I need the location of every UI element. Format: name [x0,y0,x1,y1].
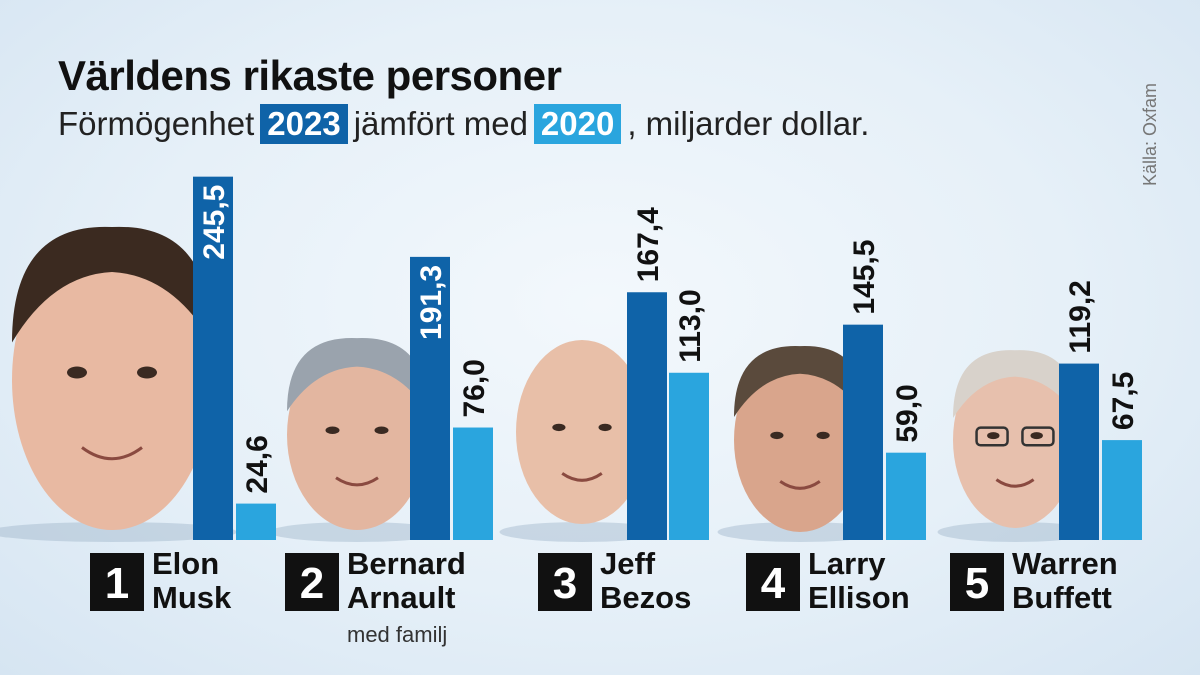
portrait-shadow [269,522,445,542]
face-shape [734,348,866,532]
bar-2023-4 [843,324,883,540]
face-shape [12,230,212,530]
eye-left [770,431,784,440]
person-first-name: Jeff [600,546,656,581]
portrait-4 [717,346,883,542]
bar-2023-3 [627,292,667,540]
mouth [561,472,603,482]
subtitle-suffix: , miljarder dollar. [627,105,870,142]
page-title: Världens rikaste personer [58,52,562,99]
person-first-name: Bernard [347,546,466,581]
eye-left [987,432,1000,440]
rank-number: 2 [300,559,324,608]
subtitle-middle: jämfört med [353,105,528,142]
face-shape [516,340,648,524]
bar-2020-1 [236,503,276,540]
rank-number: 5 [965,559,989,608]
person-last-name: Musk [152,580,232,615]
eye-right [1030,432,1043,440]
face-shape [287,340,427,530]
mouth [995,478,1035,488]
bar-2020-4-label: 59,0 [891,384,924,442]
bar-2020-3-label: 113,0 [674,289,707,362]
hair-shape [287,337,427,412]
bar-2020-2 [453,427,493,540]
bar-2023-1 [193,176,233,540]
bar-2023-2 [410,256,450,540]
person-first-name: Larry [808,546,886,581]
hair-shape [734,346,866,417]
person-first-name: Warren [1012,546,1118,581]
bar-2023-4-label: 145,5 [848,240,881,315]
subtitle-prefix: Förmögenhet [58,105,255,142]
person-last-name: Arnault [347,580,456,615]
eye-right [816,431,830,440]
bar-2023-5-label: 119,2 [1064,280,1097,353]
eye-left [67,366,87,379]
bar-2020-1-label: 24,6 [241,435,274,493]
hair-shape [953,350,1077,418]
rank-box-1 [90,553,144,611]
eye-right [137,366,157,379]
portrait-shadow [499,522,665,542]
rank-number: 1 [105,559,129,608]
bar-2023-5 [1059,363,1099,540]
rank-number: 4 [761,559,786,608]
bar-2020-3 [669,372,709,540]
face-shape [953,352,1077,528]
hair-shape [12,226,212,343]
portrait-1 [0,226,237,542]
eye-right [374,426,389,435]
portrait-shadow [0,522,237,542]
person-last-name: Bezos [600,580,691,615]
rank-box-3 [538,553,592,611]
bar-2023-2-label: 191,3 [415,265,448,340]
mouth [81,446,143,461]
person-last-name: Buffett [1012,580,1112,615]
rank-box-2 [285,553,339,611]
glasses-right [1021,426,1055,447]
portrait-shadow [937,522,1093,542]
mouth [779,480,821,490]
person-first-name: Elon [152,546,219,581]
person-note: med familj [347,622,447,647]
rank-number: 3 [553,559,577,608]
legend-2023-chip: 2023 [260,104,348,144]
rank-box-4 [746,553,800,611]
subtitle: Förmögenhet 2023 jämfört med 2020 , milj… [58,104,869,144]
portrait-5 [937,350,1093,542]
eye-left [325,426,340,435]
glasses-left [975,426,1009,447]
bar-2020-4 [886,452,926,540]
bar-2020-5 [1102,440,1142,540]
person-last-name: Ellison [808,580,910,615]
eye-right [598,423,612,432]
portrait-2 [269,337,445,542]
mouth [335,476,379,487]
bar-2020-5-label: 67,5 [1107,372,1140,430]
bar-2023-3-label: 167,4 [632,207,665,282]
rank-box-5 [950,553,1004,611]
legend-2020-chip: 2020 [533,104,622,144]
eye-left [552,423,566,432]
bar-2020-2-label: 76,0 [458,359,491,417]
portrait-3 [499,340,665,542]
bar-2023-1-label: 245,5 [198,185,231,260]
